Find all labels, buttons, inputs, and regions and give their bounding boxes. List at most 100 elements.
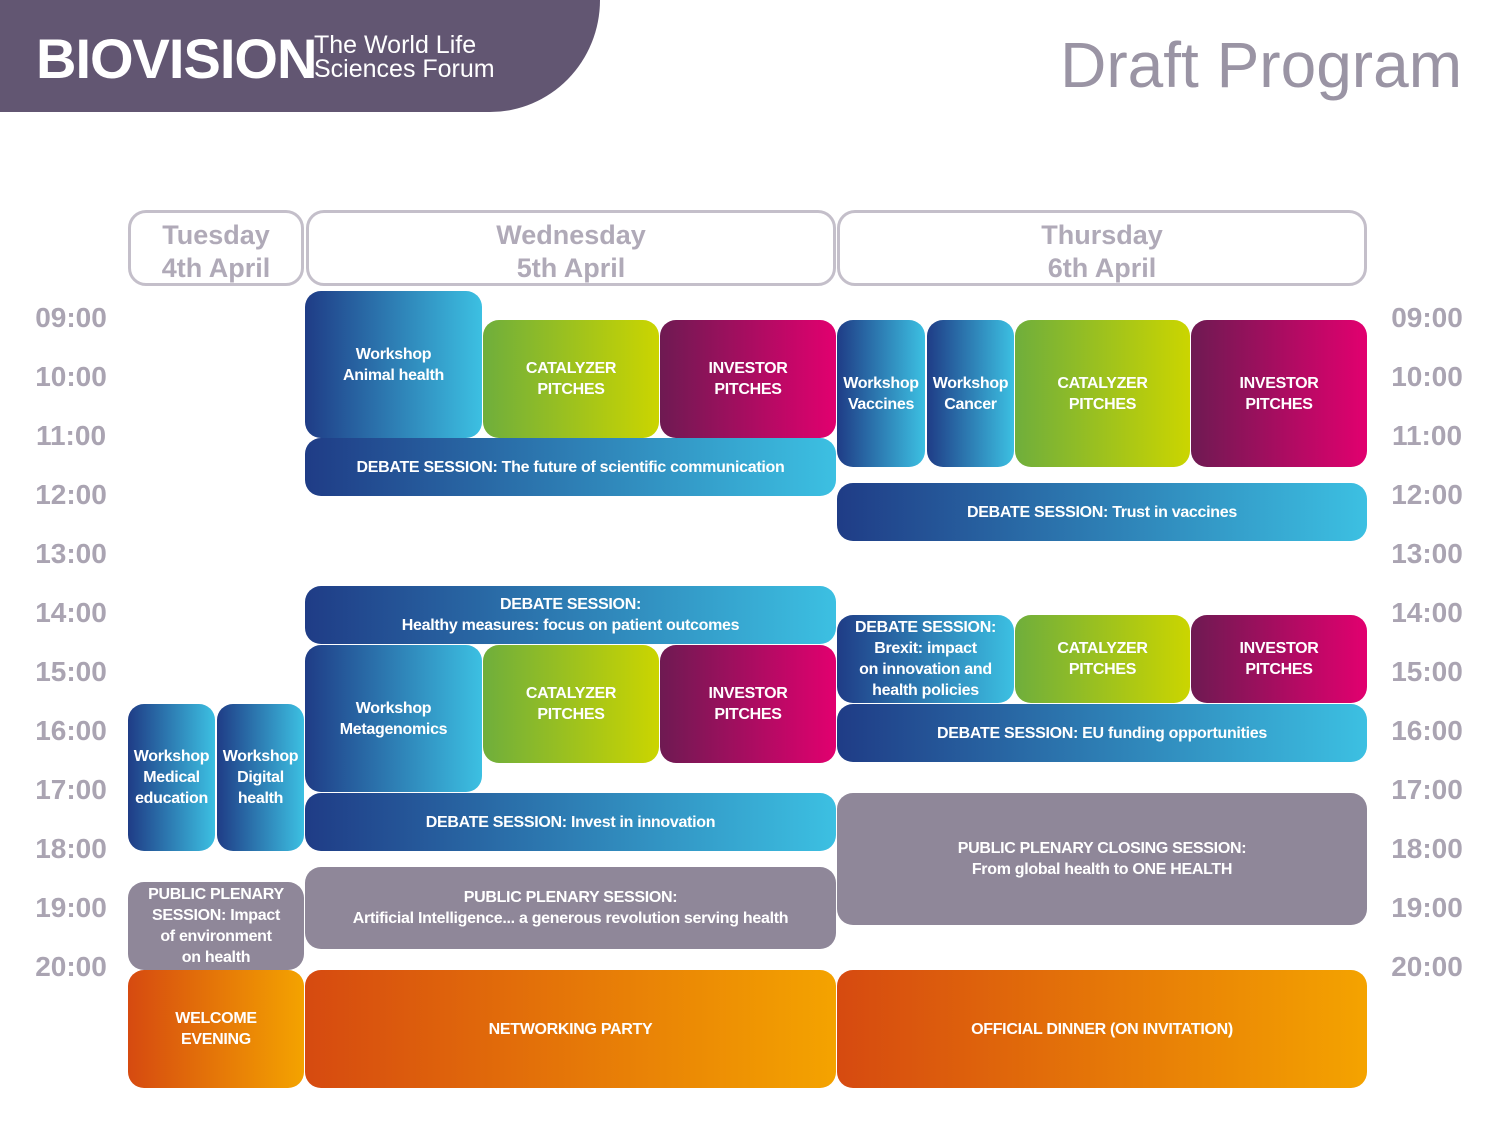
session-line: CATALYZER [1057,640,1148,657]
session-line: SESSION: Impact [152,907,280,924]
time-label: 20:00 [35,951,107,982]
time-label: 13:00 [1391,538,1463,569]
time-label: 12:00 [35,479,107,510]
session-line: PITCHES [714,381,782,398]
session: DEBATE SESSION: The future of scientific… [305,438,836,496]
session: Workshop Cancer [927,320,1014,467]
time-label: 19:00 [1391,892,1463,923]
session-line: DEBATE SESSION: [854,619,996,636]
session: Workshop Animal health [305,291,482,438]
session: Workshop Metagenomics [305,645,482,792]
session-line: on innovation and [859,661,992,678]
time-label: 18:00 [1391,833,1463,864]
session: CATALYZER PITCHES [483,645,659,763]
session: Workshop Digital health [217,704,304,851]
session-line: NETWORKING PARTY [488,1020,653,1038]
time-label: 10:00 [35,361,107,392]
session: CATALYZER PITCHES [483,320,659,438]
title: Draft Program [1060,29,1462,101]
session-line: health policies [872,682,979,699]
session-line: education [135,790,208,807]
time-label: 16:00 [35,715,107,746]
session-line: PUBLIC PLENARY CLOSING SESSION: [957,840,1247,857]
session: Workshop Vaccines [837,320,925,467]
session: DEBATE SESSION: Invest in innovation [305,793,836,851]
session-line: PUBLIC PLENARY SESSION: [463,889,678,906]
session-line: Metagenomics [339,720,448,738]
time-label: 20:00 [1391,951,1463,982]
session-line: on health [181,949,251,966]
session-line: Workshop [355,345,432,363]
banner: BIOVISION The World Life Sciences Forum [0,0,600,112]
session-line: OFFICIAL DINNER (ON INVITATION) [971,1020,1233,1038]
day-date: 4th April [161,253,271,283]
time-label: 15:00 [35,656,107,687]
session-line: PITCHES [714,706,782,723]
day-header: Wednesday 5th April [306,210,836,286]
session-line: PITCHES [537,381,605,398]
session-line: health [237,790,284,807]
session-line: WELCOME [175,1010,257,1027]
session: CATALYZER PITCHES [1015,320,1190,467]
session-line: Digital [237,769,284,786]
day-name: Wednesday [496,220,646,250]
session: PUBLIC PLENARY SESSION: Artificial Intell… [305,867,836,949]
session: DEBATE SESSION: Brexit: impact on innovati… [837,615,1014,703]
day-date: 5th April [516,253,626,283]
time-label: 09:00 [1391,302,1463,333]
session-line: CATALYZER [525,685,617,702]
session-line: CATALYZER [1057,374,1148,392]
session-line: DEBATE SESSION: [499,596,641,613]
session: INVESTOR PITCHES [660,320,836,438]
session-line: Workshop [843,374,919,392]
session: OFFICIAL DINNER (ON INVITATION) [837,970,1367,1088]
time-label: 11:00 [35,420,107,451]
day-name: Thursday [1041,220,1163,250]
session: INVESTOR PITCHES [1191,615,1367,703]
session-line: Artificial Intelligence... a generous re… [352,910,789,927]
tagline-line: The World Life [314,31,477,59]
time-label: 12:00 [1391,479,1463,510]
day-header: Tuesday 4th April [128,210,304,286]
session-line: DEBATE SESSION: Trust in vaccines [967,503,1237,521]
session-line: Medical [143,769,200,786]
session-line: Vaccines [847,395,915,413]
session-line: Brexit: impact [874,640,977,657]
time-label: 19:00 [35,892,107,923]
time-label: 14:00 [35,597,107,628]
session: PUBLIC PLENARY CLOSING SESSION: From glob… [837,793,1367,925]
time-label: 17:00 [35,774,107,805]
session-line: PUBLIC PLENARY [148,886,284,903]
time-label: 09:00 [35,302,107,333]
time-label: 10:00 [1391,361,1463,392]
session: DEBATE SESSION: Trust in vaccines [837,483,1367,541]
session-line: INVESTOR [1239,640,1319,657]
session: NETWORKING PARTY [305,970,836,1088]
brand: BIOVISION [36,27,317,90]
session-line: INVESTOR [708,360,788,377]
time-label: 18:00 [35,833,107,864]
session: CATALYZER PITCHES [1015,615,1190,703]
session-line: Workshop [932,374,1009,392]
day-name: Tuesday [162,220,270,250]
time-label: 16:00 [1391,715,1463,746]
time-label: 17:00 [1391,774,1463,805]
session-line: DEBATE SESSION: Invest in innovation [425,813,716,831]
session: DEBATE SESSION: EU funding opportunities [837,704,1367,762]
session-line: PITCHES [1068,661,1137,678]
session: Workshop Medical education [128,704,215,851]
session-line: CATALYZER [525,360,617,377]
session-line: Animal health [342,366,444,384]
session: WELCOME EVENING [128,970,304,1088]
time-label: 15:00 [1391,656,1463,687]
session-line: Healthy measures: focus on patient outco… [401,617,740,634]
session-line: EVENING [181,1031,251,1048]
session-line: INVESTOR [1239,374,1319,392]
day-header: Thursday 6th April [837,210,1367,286]
tagline: The World Life Sciences Forum [314,31,495,83]
session: PUBLIC PLENARY SESSION: Impact of environm… [128,882,304,970]
time-label: 14:00 [1391,597,1463,628]
session-line: Workshop [133,748,210,765]
tagline-line: Sciences Forum [314,55,495,83]
session-line: PITCHES [1245,395,1313,413]
